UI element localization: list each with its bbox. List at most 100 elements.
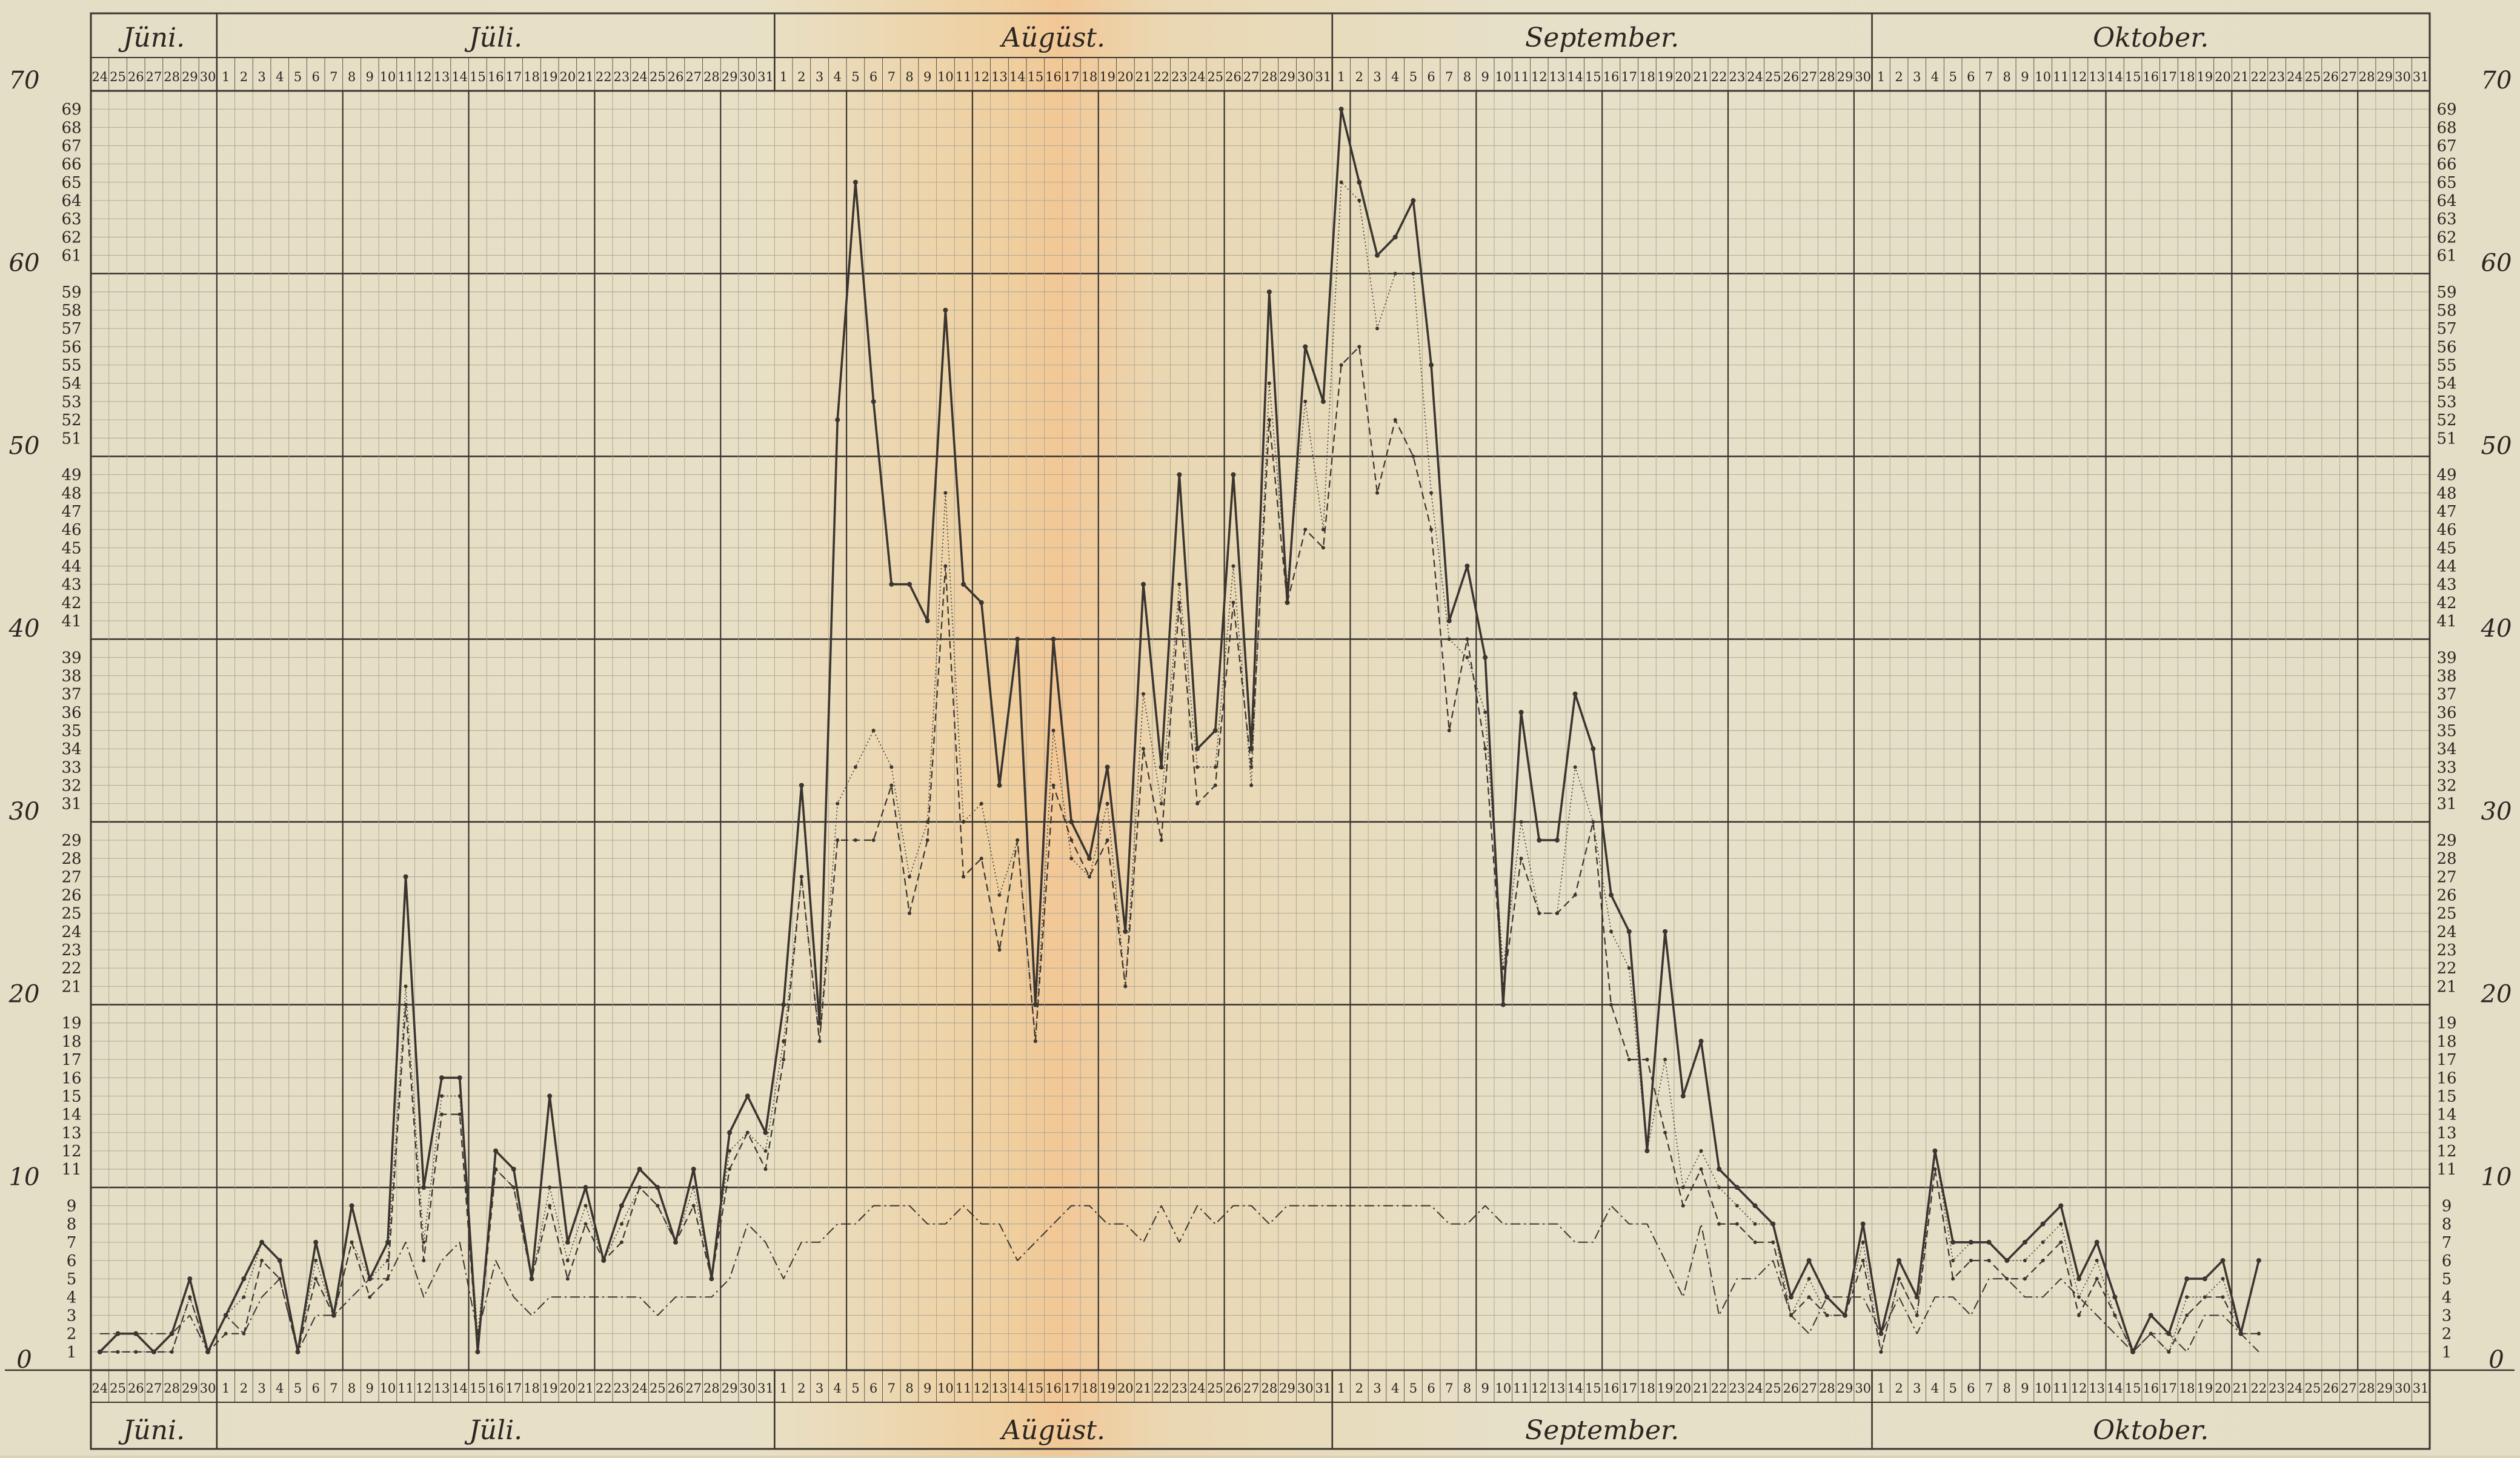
data-point (440, 1094, 444, 1098)
data-point (1987, 1258, 1991, 1262)
data-point (637, 1185, 642, 1190)
data-point (1788, 1294, 1794, 1300)
day-label-bottom: 17 (2161, 1381, 2177, 1396)
day-label-top: 3 (258, 70, 265, 84)
data-point (1177, 472, 1182, 477)
month-label-bottom: Jüni. (118, 1415, 185, 1446)
day-label-top: 10 (380, 70, 396, 84)
data-point (1321, 528, 1325, 532)
data-point (1429, 528, 1434, 532)
y-tick-label-minor: 35 (61, 722, 81, 740)
day-label-top: 26 (128, 70, 144, 84)
month-label-bottom: September. (1525, 1415, 1679, 1446)
data-point (1483, 655, 1488, 660)
day-label-top: 9 (366, 70, 374, 84)
y-tick-label-minor: 14 (61, 1106, 81, 1124)
y-tick-label-minor: 31 (61, 795, 81, 813)
data-point (1321, 546, 1325, 550)
series-group (97, 107, 2261, 1354)
y-tick-label-minor: 49 (2436, 466, 2456, 485)
day-label-top: 23 (614, 70, 630, 84)
data-point (943, 491, 948, 495)
day-label-bottom: 26 (2322, 1381, 2339, 1396)
day-label-bottom: 13 (2089, 1381, 2105, 1396)
data-point (1069, 838, 1074, 843)
day-label-top: 7 (888, 70, 896, 84)
y-tick-label-minor: 47 (2436, 503, 2456, 521)
data-point (511, 1167, 516, 1172)
day-label-bottom: 26 (128, 1381, 144, 1396)
day-label-top: 12 (973, 70, 989, 84)
day-label-bottom: 17 (1621, 1381, 1637, 1396)
y-tick-label-minor: 43 (61, 576, 81, 594)
y-tick-label-minor: 1 (67, 1344, 77, 1362)
data-point (134, 1350, 138, 1354)
data-point (1915, 1313, 1919, 1317)
day-label-bottom: 23 (1729, 1381, 1745, 1396)
data-point (1195, 801, 1200, 806)
data-point (1518, 709, 1524, 715)
y-tick-label-minor: 34 (61, 740, 81, 758)
y-tick-label-minor: 15 (2436, 1087, 2456, 1105)
day-label-bottom: 18 (2179, 1381, 2195, 1396)
day-label-bottom: 23 (1171, 1381, 1188, 1396)
data-point (1411, 271, 1415, 276)
day-label-bottom: 18 (1082, 1381, 1098, 1396)
day-label-bottom: 21 (2233, 1381, 2249, 1396)
y-tick-label-major: 40 (2481, 615, 2512, 643)
data-point (1753, 1222, 1757, 1226)
data-point (1231, 564, 1235, 568)
data-point (889, 765, 894, 769)
y-tick-label-minor: 3 (67, 1307, 77, 1325)
data-point (2095, 1277, 2099, 1281)
day-label-bottom: 31 (2413, 1381, 2429, 1396)
data-point (1806, 1258, 1812, 1263)
data-point (1554, 838, 1560, 843)
day-label-bottom: 12 (416, 1381, 432, 1396)
day-label-bottom: 8 (1463, 1381, 1471, 1396)
data-point (763, 1148, 768, 1153)
day-label-bottom: 31 (1315, 1381, 1332, 1396)
day-label-top: 26 (1225, 70, 1242, 84)
day-label-top: 5 (294, 70, 302, 84)
data-point (691, 1185, 696, 1190)
data-point (1429, 491, 1434, 495)
data-point (2040, 1221, 2046, 1227)
y-tick-label-minor: 56 (61, 338, 81, 356)
day-label-bottom: 7 (330, 1381, 337, 1396)
day-label-bottom: 27 (1243, 1381, 1260, 1396)
y-tick-label-minor: 6 (2442, 1252, 2452, 1270)
y-tick-label-minor: 12 (61, 1142, 81, 1161)
day-label-top: 18 (1639, 70, 1655, 84)
day-label-bottom: 8 (2003, 1381, 2011, 1396)
data-point (2076, 1276, 2081, 1282)
day-label-bottom: 28 (1261, 1381, 1277, 1396)
data-point (1951, 1258, 1955, 1262)
data-point (889, 582, 894, 587)
data-point (115, 1331, 121, 1336)
data-point (1699, 1167, 1703, 1171)
data-point (1969, 1240, 1973, 1244)
data-point (2005, 1258, 2009, 1262)
y-tick-label-minor: 8 (67, 1216, 77, 1234)
y-tick-label-minor: 49 (61, 466, 81, 485)
data-point (1698, 1038, 1704, 1044)
data-point (889, 783, 894, 787)
day-label-top: 27 (685, 70, 702, 84)
day-label-bottom: 9 (1481, 1381, 1489, 1396)
data-point (493, 1148, 499, 1153)
y-tick-label-minor: 35 (2436, 722, 2456, 740)
day-label-top: 13 (434, 70, 450, 84)
data-point (619, 1222, 623, 1226)
data-point (908, 911, 911, 915)
data-point (188, 1295, 192, 1299)
data-point (1609, 929, 1613, 933)
y-tick-label-minor: 55 (2436, 357, 2456, 375)
day-label-top: 3 (1913, 70, 1921, 84)
day-label-top: 29 (1279, 70, 1295, 84)
day-label-top: 28 (2359, 70, 2375, 84)
series-line-dashed (99, 346, 2259, 1353)
data-point (1086, 856, 1092, 861)
day-label-top: 24 (1189, 70, 1206, 84)
day-label-bottom: 22 (1711, 1381, 1727, 1396)
